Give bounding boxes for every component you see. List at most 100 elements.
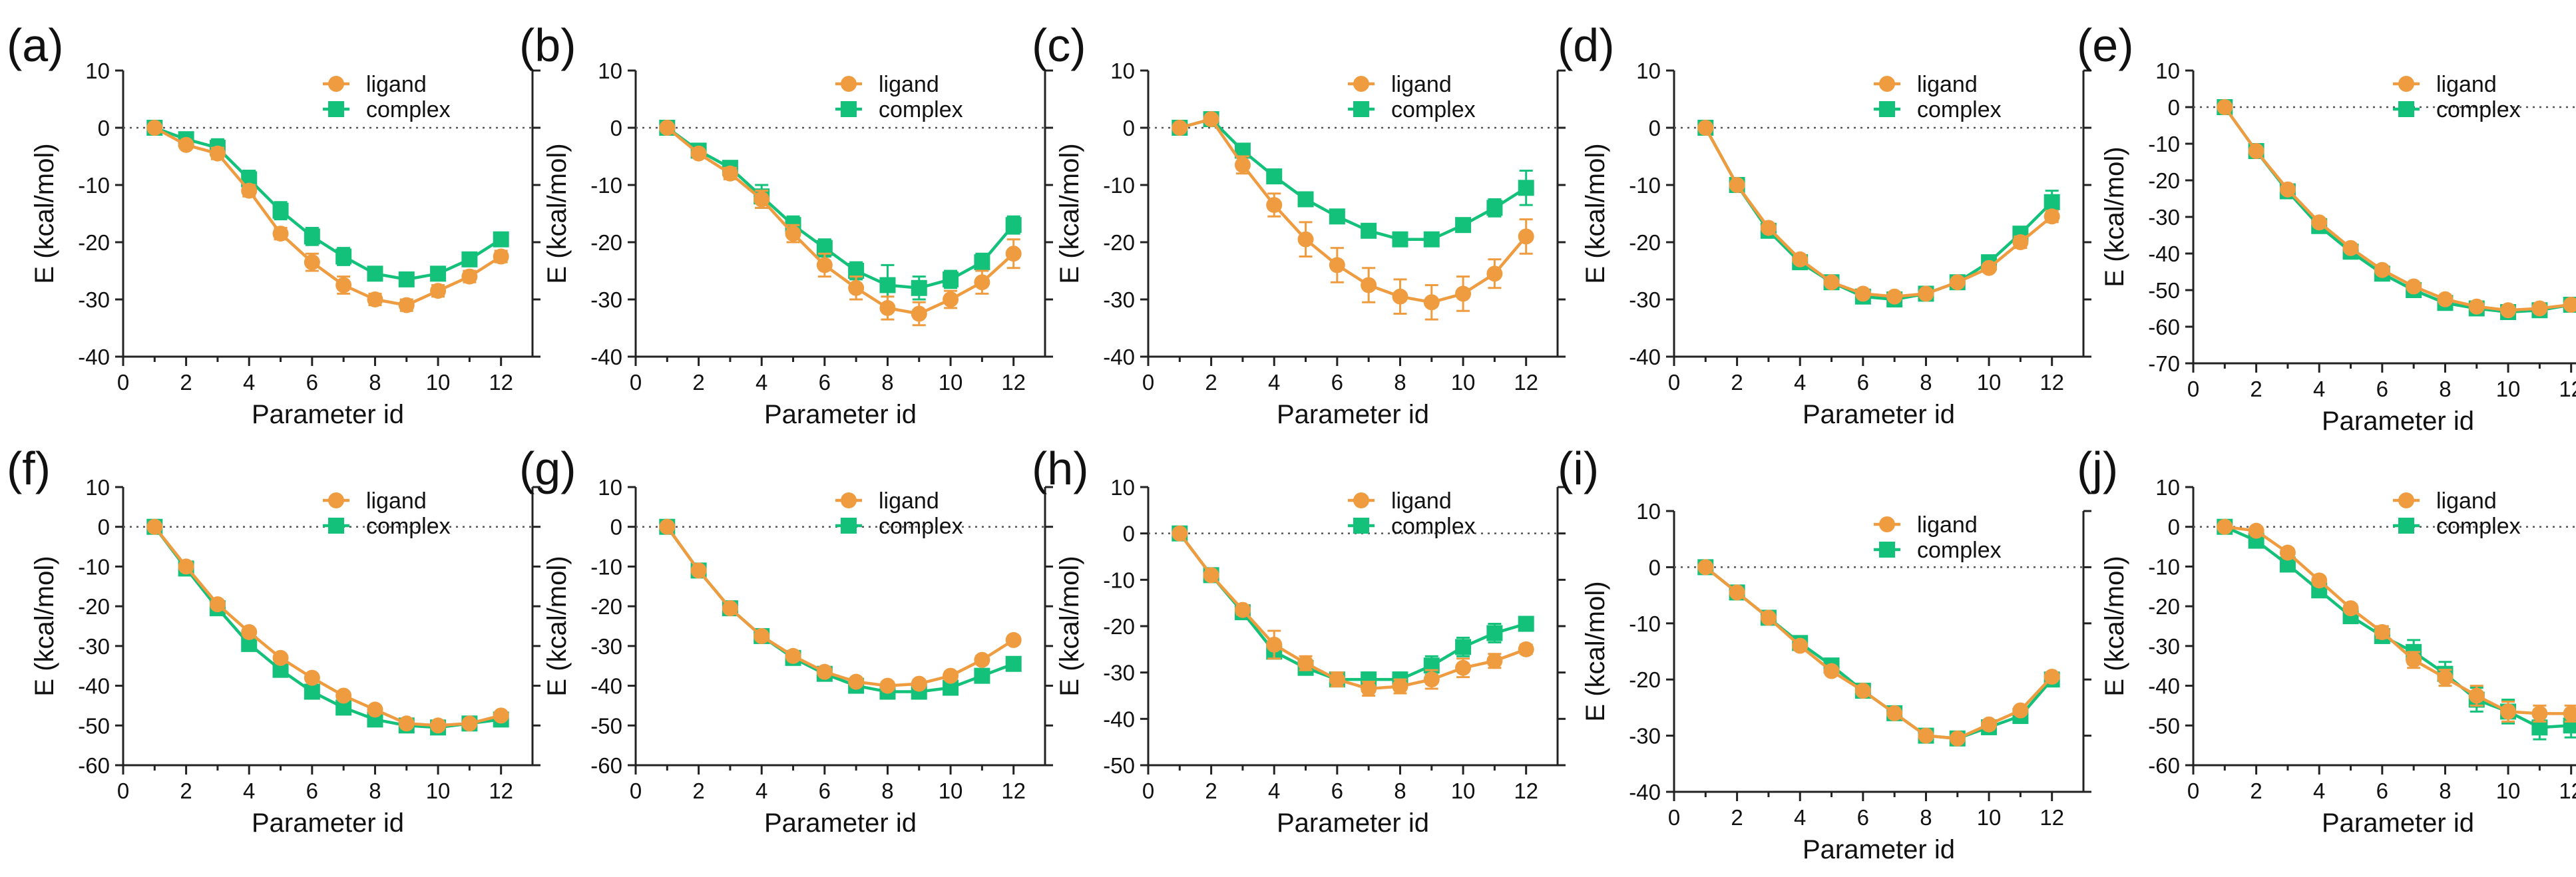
y-tick-label: -50: [590, 713, 622, 738]
data-point-ligand: [1981, 716, 1998, 733]
data-point-ligand: [1918, 285, 1934, 302]
data-point-complex: [1297, 191, 1314, 208]
data-point-ligand: [974, 274, 990, 291]
data-point-ligand: [690, 145, 707, 162]
data-point-complex: [879, 277, 896, 293]
x-tick-label: 0: [2187, 377, 2199, 401]
y-tick-label: -10: [1103, 173, 1135, 198]
y-tick-label: 10: [85, 59, 110, 83]
legend-label-ligand: ligand: [366, 488, 427, 514]
data-point-ligand: [2311, 572, 2328, 589]
data-point-complex: [1392, 231, 1408, 248]
data-point-ligand: [2500, 302, 2517, 319]
legend-label-ligand: ligand: [1917, 72, 1978, 97]
panel-label: (g): [519, 442, 576, 494]
x-tick-label: 2: [180, 779, 192, 803]
data-point-ligand: [816, 257, 833, 273]
data-point-ligand: [1455, 659, 1472, 676]
x-tick-label: 0: [630, 779, 642, 803]
y-tick-label: -20: [590, 594, 622, 619]
data-point-complex: [1455, 217, 1472, 234]
y-tick-label: -50: [2148, 278, 2180, 303]
x-tick-label: 4: [243, 370, 255, 395]
series-ligand: [2217, 99, 2576, 319]
y-tick-label: 0: [1649, 555, 1661, 580]
y-axis-title: E (kcal/mol): [30, 143, 59, 283]
series-ligand: [659, 518, 1022, 694]
data-point-ligand: [1486, 265, 1503, 282]
legend-swatch-ligand: [1879, 516, 1895, 532]
series-complex: [2217, 518, 2576, 741]
data-point-ligand: [430, 283, 447, 299]
x-tick-label: 10: [2496, 377, 2521, 401]
data-point-ligand: [493, 707, 509, 724]
data-point-ligand: [461, 715, 478, 732]
panel-label: (e): [2077, 19, 2134, 71]
y-tick-label: -30: [590, 287, 622, 312]
x-tick-label: 6: [819, 370, 831, 395]
data-point-ligand: [335, 277, 352, 293]
data-point-ligand: [2248, 143, 2264, 159]
data-point-ligand: [461, 268, 478, 285]
series-complex: [1172, 111, 1534, 248]
legend-label-complex: complex: [1391, 514, 1476, 539]
data-point-complex: [461, 251, 478, 267]
data-point-ligand: [1949, 274, 1966, 291]
x-tick-label: 0: [630, 370, 642, 395]
y-tick-label: -40: [78, 345, 110, 369]
x-tick-label: 6: [1331, 779, 1343, 803]
data-point-ligand: [1172, 120, 1188, 136]
data-point-ligand: [1823, 274, 1840, 291]
y-tick-label: -40: [1103, 707, 1135, 731]
data-point-ligand: [2437, 291, 2454, 307]
y-tick-label: -50: [2148, 713, 2180, 738]
data-point-ligand: [2279, 181, 2296, 198]
y-tick-label: -30: [2148, 634, 2180, 659]
series-line-ligand: [1179, 117, 1528, 304]
y-axis-title: E (kcal/mol): [542, 556, 572, 696]
data-point-complex: [304, 683, 320, 700]
data-point-ligand: [2563, 705, 2576, 722]
x-tick-label: 12: [2559, 779, 2576, 803]
series-ligand: [146, 518, 509, 734]
series-complex: [146, 120, 509, 287]
series-ligand: [2217, 518, 2576, 723]
y-tick-label: -10: [2148, 132, 2180, 156]
y-tick-label: 0: [2168, 515, 2180, 540]
data-point-ligand: [1918, 727, 1934, 744]
data-point-ligand: [2374, 623, 2390, 640]
y-tick-label: -60: [2148, 315, 2180, 339]
y-tick-label: -40: [78, 674, 110, 699]
panel-label: (c): [1032, 19, 1086, 71]
y-axis-title: E (kcal/mol): [30, 556, 59, 696]
y-tick-label: -40: [1103, 345, 1135, 369]
data-point-complex: [974, 667, 990, 684]
x-tick-label: 12: [489, 370, 513, 395]
data-point-ligand: [659, 120, 676, 136]
y-tick-label: -30: [2148, 205, 2180, 230]
data-point-ligand: [146, 120, 163, 136]
data-point-ligand: [1886, 288, 1903, 305]
x-tick-label: 6: [306, 779, 318, 803]
x-tick-label: 2: [2250, 377, 2262, 401]
x-axis-title: Parameter id: [764, 808, 917, 838]
y-tick-label: -30: [78, 287, 110, 312]
data-point-ligand: [1697, 120, 1714, 136]
data-point-complex: [1455, 639, 1472, 655]
data-point-ligand: [1455, 285, 1472, 302]
y-tick-label: 0: [1123, 522, 1135, 546]
y-tick-label: 0: [2168, 95, 2180, 120]
data-point-ligand: [1234, 602, 1251, 618]
data-point-ligand: [911, 305, 927, 322]
series-line-complex: [666, 526, 1014, 693]
y-tick-label: -10: [590, 173, 622, 198]
data-point-complex: [1005, 217, 1022, 234]
x-tick-label: 10: [939, 370, 963, 395]
legend-swatch-ligand: [1353, 76, 1369, 92]
data-point-ligand: [2248, 522, 2264, 539]
y-tick-label: 10: [2155, 475, 2180, 500]
data-point-ligand: [1760, 220, 1777, 236]
legend-label-ligand: ligand: [1391, 488, 1452, 514]
